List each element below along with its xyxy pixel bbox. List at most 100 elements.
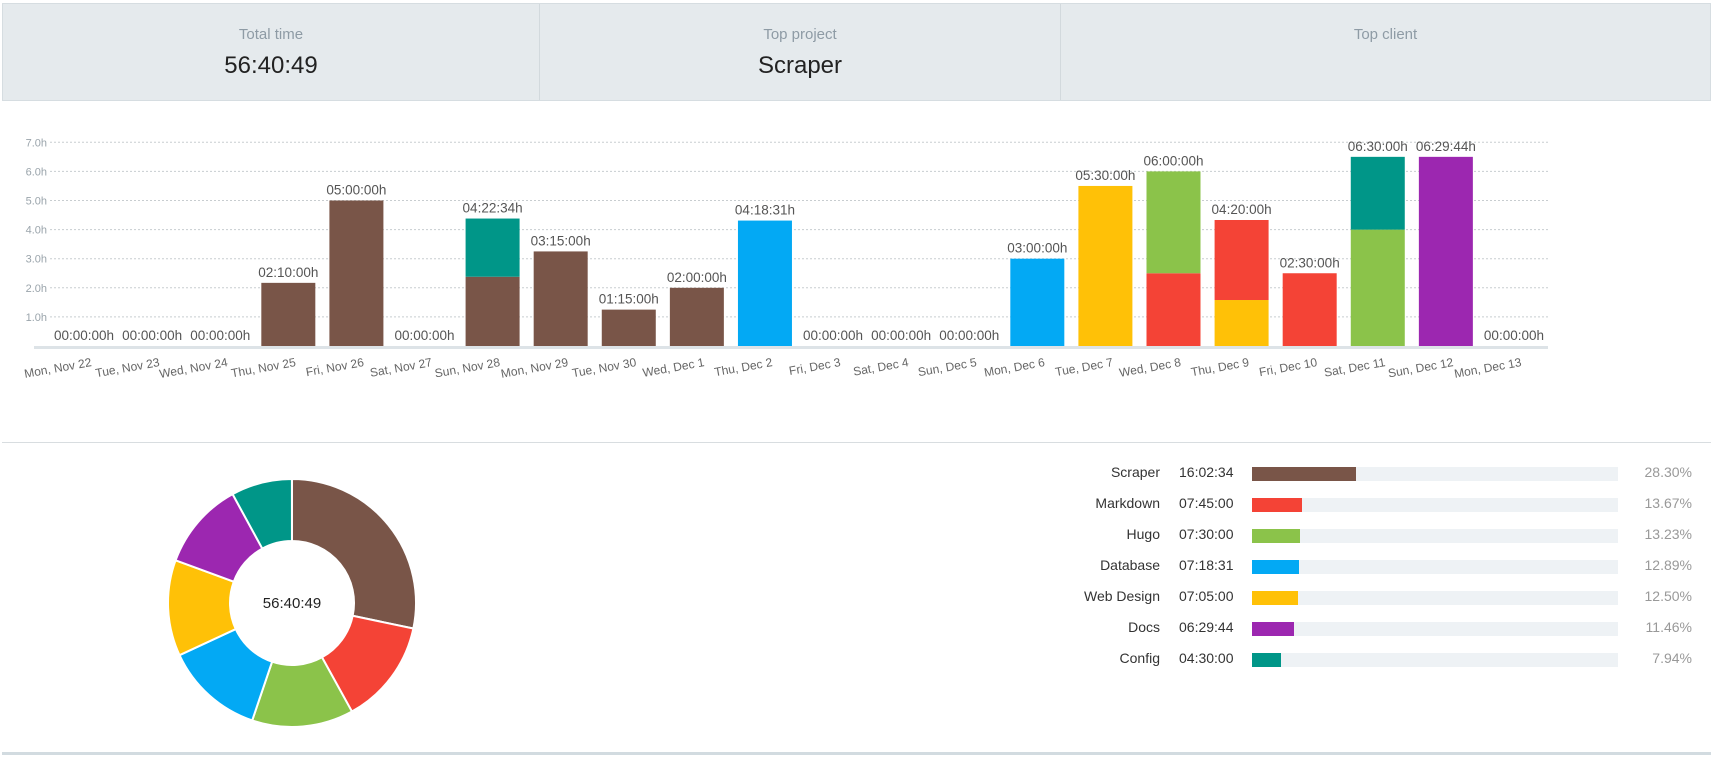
x-axis-line bbox=[34, 346, 1548, 349]
legend-project-time: 07:18:31 bbox=[1179, 557, 1234, 573]
legend-progress-track bbox=[1252, 529, 1618, 543]
bar-segment-hugo[interactable] bbox=[1350, 229, 1405, 346]
legend-project-percent: 12.89% bbox=[1644, 557, 1692, 573]
bar-total-label: 06:00:00h bbox=[1143, 153, 1203, 168]
bar-segment-scraper[interactable] bbox=[533, 251, 588, 346]
x-tick-label: Mon, Dec 13 bbox=[1453, 355, 1523, 381]
x-tick-label: Sat, Dec 4 bbox=[852, 355, 910, 379]
legend-project-percent: 12.50% bbox=[1644, 588, 1692, 604]
legend-project-name: Hugo bbox=[1126, 526, 1160, 542]
legend-row-docs[interactable]: Docs 06:29:44 11.46% bbox=[1062, 619, 1692, 650]
legend-progress-track bbox=[1252, 622, 1618, 636]
legend-row-web-design[interactable]: Web Design 07:05:00 12.50% bbox=[1062, 588, 1692, 619]
bar-segment-markdown[interactable] bbox=[1214, 219, 1269, 301]
legend-project-name: Docs bbox=[1128, 619, 1160, 635]
bar-total-label: 03:00:00h bbox=[1007, 241, 1067, 256]
legend-project-name: Web Design bbox=[1083, 588, 1160, 604]
x-tick-label: Wed, Dec 1 bbox=[641, 355, 705, 380]
bar-segment-scraper[interactable] bbox=[669, 287, 724, 346]
y-tick-label: 6.0h bbox=[26, 166, 47, 178]
x-tick-label: Fri, Dec 10 bbox=[1258, 355, 1319, 379]
legend-project-time: 16:02:34 bbox=[1179, 464, 1234, 480]
x-tick-label: Tue, Dec 7 bbox=[1054, 355, 1114, 379]
legend-row-database[interactable]: Database 07:18:31 12.89% bbox=[1062, 557, 1692, 588]
x-tick-label: Tue, Nov 23 bbox=[94, 355, 161, 380]
y-tick-label: 5.0h bbox=[26, 196, 47, 208]
x-tick-label: Tue, Nov 30 bbox=[571, 355, 638, 380]
top-project-label: Top project bbox=[763, 26, 837, 43]
top-project-card: Top project Scraper bbox=[540, 4, 1061, 100]
legend-project-percent: 13.23% bbox=[1644, 526, 1692, 542]
bar-segment-scraper[interactable] bbox=[465, 276, 520, 346]
x-tick-label: Mon, Nov 29 bbox=[500, 355, 570, 381]
bar-total-label: 00:00:00h bbox=[939, 328, 999, 343]
bar-total-label: 00:00:00h bbox=[394, 328, 454, 343]
bar-total-label: 00:00:00h bbox=[122, 328, 182, 343]
legend-progress-fill bbox=[1252, 560, 1300, 574]
x-tick-label: Thu, Nov 25 bbox=[230, 355, 297, 380]
bar-segment-web-design[interactable] bbox=[1078, 185, 1133, 346]
bar-segment-hugo[interactable] bbox=[1146, 171, 1201, 274]
total-time-label: Total time bbox=[238, 26, 304, 43]
x-tick-label: Thu, Dec 9 bbox=[1190, 355, 1251, 379]
daily-bar-chart-panel: 1.0h 2.0h 3.0h 4.0h 5.0h 6.0h 7.0h 00:00:00h Mon… bbox=[2, 101, 1711, 443]
legend-project-time: 07:30:00 bbox=[1179, 526, 1234, 542]
x-tick-label: Wed, Dec 8 bbox=[1118, 355, 1182, 380]
bar-total-label: 06:29:44h bbox=[1416, 139, 1476, 154]
legend-progress-track bbox=[1252, 467, 1618, 481]
bar-total-label: 03:15:00h bbox=[531, 233, 591, 248]
legend-progress-fill bbox=[1252, 529, 1301, 543]
project-legend: Scraper 16:02:34 28.30% Markdown 07:45:00 13.… bbox=[1062, 464, 1692, 681]
bar-segment-scraper[interactable] bbox=[601, 309, 656, 346]
legend-project-percent: 28.30% bbox=[1644, 464, 1692, 480]
bar-segment-markdown[interactable] bbox=[1282, 273, 1337, 346]
legend-row-config[interactable]: Config 04:30:00 7.94% bbox=[1062, 650, 1692, 681]
bar-total-label: 06:30:00h bbox=[1348, 139, 1408, 154]
legend-row-scraper[interactable]: Scraper 16:02:34 28.30% bbox=[1062, 464, 1692, 495]
bar-segment-database[interactable] bbox=[1010, 258, 1065, 346]
total-time-value: 56:40:49 bbox=[224, 52, 318, 79]
bar-total-label: 05:30:00h bbox=[1075, 168, 1135, 183]
y-tick-label: 1.0h bbox=[26, 312, 47, 324]
bar-segment-database[interactable] bbox=[737, 220, 792, 346]
donut-slice-scraper[interactable] bbox=[291, 477, 417, 630]
legend-row-hugo[interactable]: Hugo 07:30:00 13.23% bbox=[1062, 526, 1692, 557]
x-tick-label: Thu, Dec 2 bbox=[713, 355, 774, 379]
bar-total-label: 04:20:00h bbox=[1212, 202, 1272, 217]
legend-progress-track bbox=[1252, 591, 1618, 605]
donut-slice-config[interactable] bbox=[231, 477, 293, 550]
legend-progress-fill bbox=[1252, 591, 1298, 605]
x-tick-label: Wed, Nov 24 bbox=[158, 355, 229, 381]
bar-segment-config[interactable] bbox=[1350, 156, 1405, 230]
project-donut-chart: 56:40:49 bbox=[167, 477, 417, 728]
bar-total-label: 00:00:00h bbox=[871, 328, 931, 343]
legend-project-percent: 11.46% bbox=[1645, 619, 1692, 635]
bar-segment-config[interactable] bbox=[465, 218, 520, 277]
y-tick-label: 7.0h bbox=[26, 137, 47, 149]
bar-segment-scraper[interactable] bbox=[261, 282, 316, 346]
top-client-card: Top client bbox=[1061, 4, 1710, 100]
top-project-value: Scraper bbox=[757, 52, 843, 79]
legend-project-percent: 7.94% bbox=[1652, 650, 1692, 666]
bar-total-label: 04:22:34h bbox=[463, 201, 523, 216]
bar-segment-web-design[interactable] bbox=[1214, 300, 1269, 346]
bar-total-label: 01:15:00h bbox=[599, 292, 659, 307]
bar-total-label: 00:00:00h bbox=[54, 328, 114, 343]
daily-bar-chart: 1.0h 2.0h 3.0h 4.0h 5.0h 6.0h 7.0h 00:00:00h Mon… bbox=[23, 137, 1548, 381]
x-tick-label: Mon, Nov 22 bbox=[23, 355, 93, 381]
legend-progress-track bbox=[1252, 498, 1618, 512]
legend-project-time: 04:30:00 bbox=[1179, 650, 1234, 666]
legend-row-markdown[interactable]: Markdown 07:45:00 13.67% bbox=[1062, 495, 1692, 526]
bar-segment-markdown[interactable] bbox=[1146, 273, 1201, 346]
y-tick-label: 3.0h bbox=[26, 254, 47, 266]
bar-segment-docs[interactable] bbox=[1418, 156, 1473, 346]
y-tick-label: 4.0h bbox=[26, 225, 47, 237]
bar-total-label: 00:00:00h bbox=[803, 328, 863, 343]
x-tick-label: Fri, Nov 26 bbox=[305, 355, 366, 379]
legend-project-percent: 13.67% bbox=[1644, 495, 1692, 511]
legend-project-name: Markdown bbox=[1095, 495, 1160, 511]
bar-total-label: 02:00:00h bbox=[667, 270, 727, 285]
bar-segment-scraper[interactable] bbox=[329, 200, 384, 347]
legend-project-time: 07:45:00 bbox=[1179, 495, 1234, 511]
